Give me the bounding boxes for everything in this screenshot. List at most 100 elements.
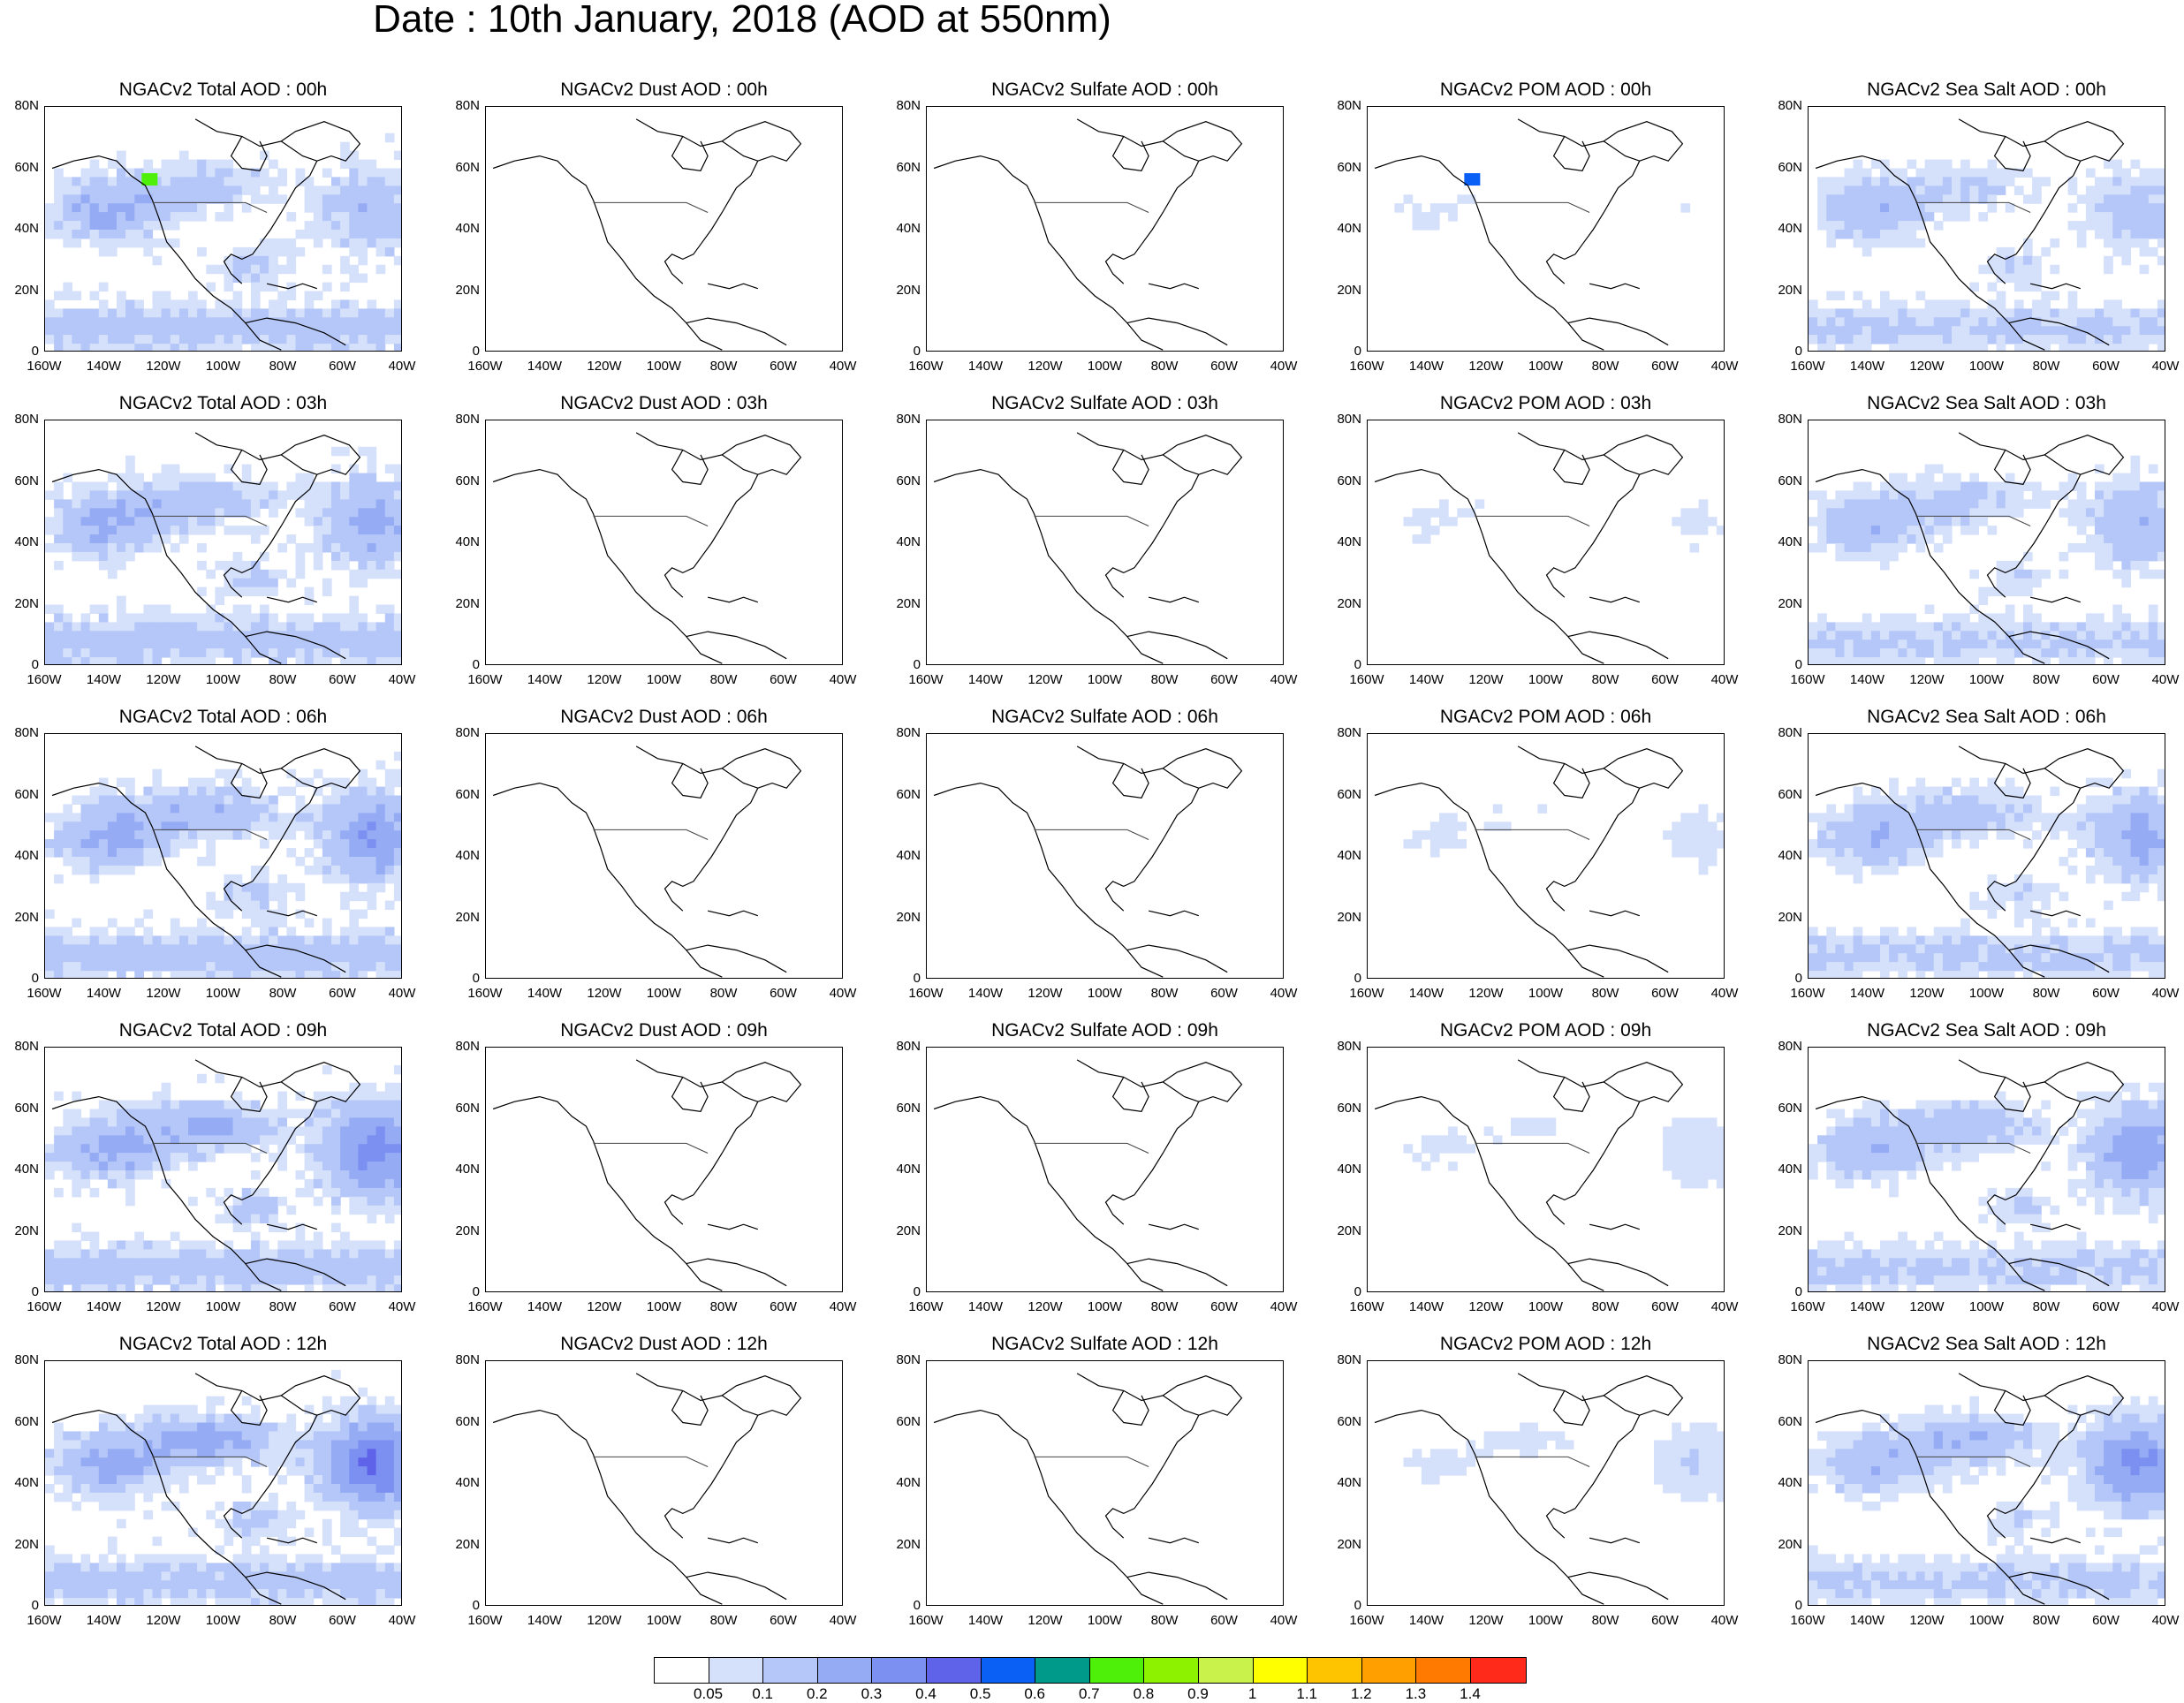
aod-cell (1826, 1162, 1836, 1171)
aod-cell (1933, 185, 1944, 195)
coastline (635, 432, 759, 598)
aod-cell (72, 526, 82, 535)
coastline (721, 121, 802, 162)
aod-cell (2139, 194, 2150, 204)
aod-cell (1907, 159, 1917, 170)
aod-cell (340, 221, 350, 231)
aod-cell (1663, 1126, 1672, 1136)
aod-cell (313, 1170, 323, 1180)
aod-cell (54, 490, 64, 500)
aod-cell (1933, 1249, 1944, 1259)
aod-cell (349, 194, 359, 204)
aod-cell (143, 839, 154, 849)
aod-cell (2013, 299, 2024, 309)
aod-cell (197, 786, 207, 797)
aod-cell (224, 177, 234, 186)
aod-cell (1924, 490, 1935, 500)
aod-cell (232, 882, 243, 893)
aod-cell (117, 150, 126, 161)
aod-cell (98, 1144, 109, 1154)
aod-cell (1429, 839, 1440, 849)
aod-cell (250, 308, 261, 318)
lon-tick-label: 80W (1150, 986, 1179, 1001)
aod-cell (331, 953, 341, 963)
aod-cell (304, 1267, 315, 1276)
aod-cell (80, 813, 91, 822)
aod-cell (170, 927, 180, 936)
aod-cell (260, 177, 269, 186)
aod-cell (241, 1196, 252, 1207)
aod-cell (232, 344, 243, 351)
aod-cell (206, 657, 216, 664)
aod-cell (2157, 230, 2165, 239)
aod-cell (1853, 813, 1863, 822)
aod-cell (331, 446, 341, 457)
aod-cell (170, 813, 180, 822)
aod-cell (125, 1100, 135, 1110)
aod-cell (367, 830, 377, 840)
aod-cell (161, 344, 171, 351)
aod-cell (322, 543, 332, 553)
aod-cell (1826, 291, 1836, 300)
aod-cell (260, 1205, 269, 1215)
aod-cell (384, 622, 395, 632)
aod-cell (1907, 1162, 1917, 1171)
lon-tick-label: 160W (27, 672, 62, 687)
aod-cell (2112, 490, 2122, 500)
aod-cell (367, 1109, 377, 1118)
aod-cell (1844, 194, 1854, 204)
coastline (671, 1077, 709, 1112)
aod-cell (250, 1117, 261, 1127)
aod-cell (295, 326, 306, 336)
aod-cell (161, 1275, 171, 1285)
aod-cell (2095, 848, 2104, 858)
coastline (707, 1223, 758, 1230)
aod-cell (277, 246, 287, 257)
aod-cell (367, 1249, 377, 1259)
aod-cell (2157, 935, 2165, 945)
aod-cell (2067, 326, 2078, 336)
aod-cell (1870, 1178, 1881, 1189)
aod-cell (1978, 177, 1989, 186)
aod-cell (2059, 821, 2069, 831)
aod-cell (117, 622, 126, 632)
aod-cell (54, 953, 64, 963)
aod-cell (134, 194, 144, 204)
aod-cell (1835, 857, 1846, 867)
aod-cell (349, 264, 359, 275)
aod-cell (170, 848, 180, 858)
aod-cell (1412, 508, 1422, 518)
aod-cell (2041, 344, 2051, 351)
aod-cell (63, 230, 72, 239)
aod-cell (2032, 909, 2042, 920)
aod-cell (304, 587, 315, 597)
aod-cell (98, 1109, 109, 1118)
aod-cell (331, 1267, 341, 1276)
aod-cell (2032, 631, 2042, 640)
aod-cell (2005, 622, 2015, 632)
aod-cell (349, 246, 359, 257)
aod-cell (170, 631, 180, 640)
aod-cell (1835, 813, 1846, 822)
lon-tick-label: 160W (1790, 672, 1825, 687)
aod-cell (269, 1196, 278, 1207)
aod-cell (1996, 1109, 2006, 1118)
aod-cell (1870, 1153, 1881, 1162)
aod-cell (89, 203, 100, 213)
aod-cell (2148, 481, 2158, 491)
aod-cell (2139, 882, 2150, 893)
aod-cell (143, 927, 154, 936)
aod-cell (1880, 326, 1890, 336)
coastline (707, 596, 758, 603)
aod-cell (1960, 953, 1970, 963)
aod-cell (1870, 185, 1881, 195)
aod-cell (1880, 499, 1890, 509)
aod-cell (1952, 839, 1961, 849)
aod-cell (72, 813, 82, 822)
aod-cell (1889, 194, 1899, 204)
aod-cell (178, 344, 189, 351)
aod-cell (393, 1284, 401, 1291)
aod-cell (1826, 962, 1836, 972)
aod-cell (170, 830, 180, 840)
aod-cell (98, 795, 109, 805)
